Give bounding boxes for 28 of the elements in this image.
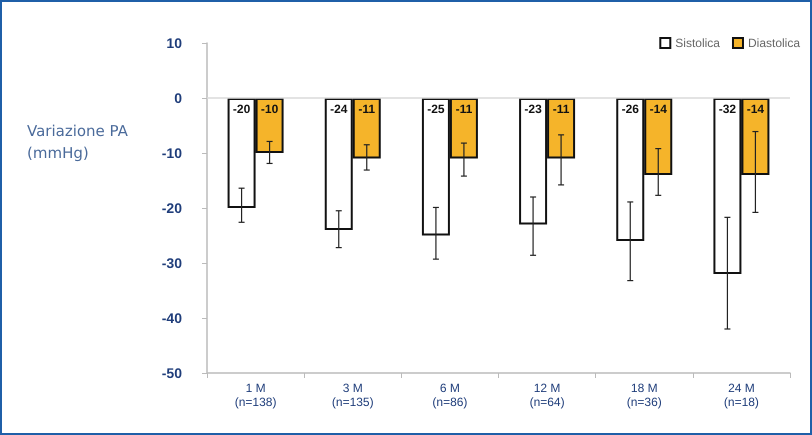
x-tick-label: 3 M (n=135) <box>332 381 374 409</box>
data-label: -14 <box>746 102 764 116</box>
y-axis-title: Variazione PA (mmHg) <box>27 122 129 162</box>
data-label: -20 <box>232 102 251 116</box>
data-label: -14 <box>650 102 668 116</box>
data-label: -25 <box>427 102 445 116</box>
legend-label: Diastolica <box>748 36 800 50</box>
y-tick-label: -30 <box>162 255 182 271</box>
y-tick-label: 10 <box>166 35 182 51</box>
data-label: -24 <box>330 102 348 116</box>
x-tick-label: 18 M (n=36) <box>626 381 662 409</box>
y-tick-label: -50 <box>162 365 182 381</box>
x-tick-label: 6 M (n=86) <box>432 381 468 409</box>
y-tick-label: -20 <box>162 200 182 216</box>
data-label: -32 <box>718 102 736 116</box>
y-tick-label: 0 <box>174 90 182 106</box>
y-tick-label: -40 <box>162 310 182 326</box>
x-tick-label: 1 M (n=138) <box>234 381 276 409</box>
y-tick-label: -10 <box>162 145 182 161</box>
data-label: -11 <box>456 102 473 116</box>
data-label: -10 <box>260 102 279 116</box>
data-label: -26 <box>622 102 640 116</box>
legend-label: Sistolica <box>675 36 720 50</box>
x-tick-label: 12 M (n=64) <box>530 381 565 409</box>
data-label: -11 <box>552 102 570 116</box>
data-label: -11 <box>358 102 376 116</box>
data-label: -23 <box>524 102 542 116</box>
x-tick-label: 24 M (n=18) <box>724 381 759 409</box>
